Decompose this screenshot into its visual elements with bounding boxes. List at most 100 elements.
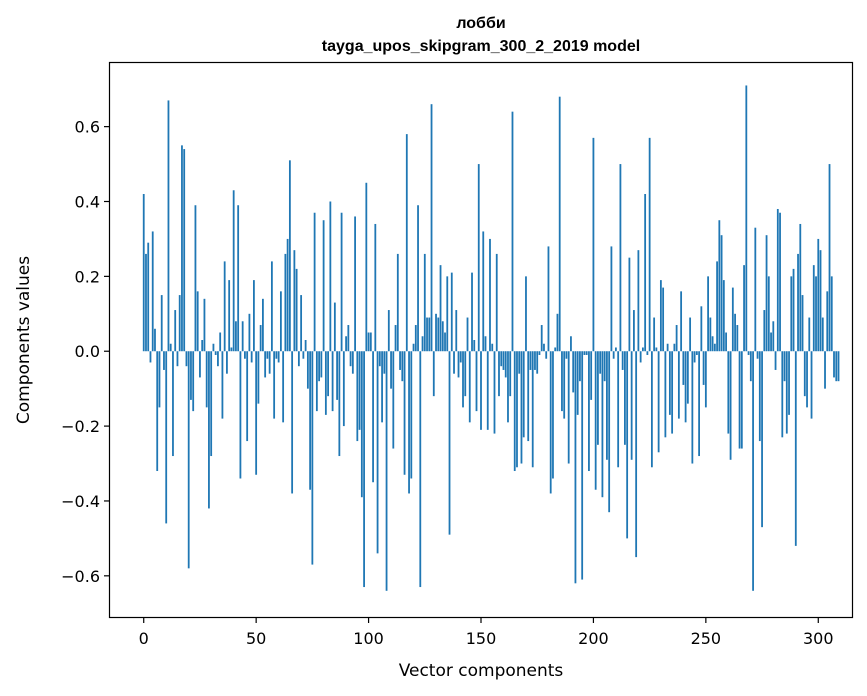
y-tick-label: 0.6 — [75, 118, 100, 137]
bar — [266, 351, 269, 359]
bar — [648, 137, 651, 352]
bar — [511, 111, 514, 352]
bar — [545, 351, 548, 359]
bar — [720, 235, 723, 352]
bar — [439, 265, 442, 352]
bar — [453, 351, 455, 374]
bar — [293, 250, 296, 352]
bar — [412, 343, 415, 352]
bar — [641, 347, 644, 352]
bar — [711, 336, 714, 352]
bar — [702, 351, 705, 385]
bar — [794, 351, 797, 546]
bar — [624, 351, 626, 445]
bar — [347, 325, 350, 352]
bar — [691, 351, 694, 464]
bar — [322, 220, 325, 352]
x-tick-label: 0 — [139, 629, 149, 648]
bar — [668, 351, 671, 415]
bar — [284, 253, 287, 352]
bar — [655, 347, 658, 352]
bar — [565, 351, 568, 359]
bar — [421, 336, 424, 352]
bar — [801, 295, 804, 352]
bar — [262, 298, 264, 352]
bar — [408, 351, 410, 494]
bar — [228, 280, 231, 352]
bar — [734, 313, 736, 352]
x-tick-label: 200 — [578, 629, 609, 648]
bar — [338, 351, 341, 457]
bar — [372, 351, 374, 483]
bar — [405, 134, 408, 352]
bar — [473, 340, 476, 352]
bar — [151, 231, 154, 352]
bar — [435, 313, 437, 352]
bar — [516, 351, 518, 468]
bar — [156, 351, 159, 472]
bar — [329, 201, 332, 352]
bar — [448, 351, 451, 535]
bar — [264, 351, 267, 378]
bar — [178, 295, 181, 352]
bar — [534, 351, 536, 370]
bar — [423, 253, 426, 352]
bar — [430, 104, 433, 352]
bar — [300, 295, 303, 352]
bar — [291, 351, 294, 494]
bar — [466, 317, 469, 352]
bar — [169, 343, 172, 352]
y-tick-label: −0.2 — [61, 417, 100, 436]
bar — [709, 317, 712, 352]
bar — [830, 276, 833, 352]
bar — [302, 351, 305, 359]
bar — [700, 306, 703, 352]
bar — [684, 351, 687, 423]
bar — [217, 351, 219, 367]
bar — [374, 223, 377, 352]
bar — [650, 351, 653, 468]
bar — [176, 351, 179, 367]
bar — [824, 351, 826, 389]
bar — [527, 351, 530, 442]
bar — [718, 220, 721, 352]
bar — [765, 235, 768, 352]
bar — [493, 351, 496, 434]
bar — [446, 276, 449, 352]
bar — [327, 351, 329, 397]
bar — [390, 351, 392, 389]
y-tick-label: −0.4 — [61, 492, 100, 511]
bar — [774, 351, 777, 370]
bar — [185, 351, 188, 367]
bar — [196, 291, 199, 352]
bar — [826, 291, 829, 352]
x-tick-label: 100 — [353, 629, 384, 648]
bar — [457, 351, 460, 378]
bar — [194, 205, 197, 352]
bar — [498, 351, 500, 397]
bar — [659, 280, 662, 352]
bar — [363, 351, 365, 588]
bar — [704, 351, 707, 408]
bar — [477, 164, 480, 352]
bar — [783, 351, 786, 382]
bar — [354, 216, 356, 352]
bar — [237, 205, 240, 352]
bar — [736, 325, 739, 352]
bar — [417, 205, 419, 352]
bar — [158, 351, 161, 408]
bar — [574, 351, 577, 584]
bar — [633, 310, 635, 352]
bar — [828, 164, 831, 352]
bar — [693, 351, 696, 363]
chart-subtitle: tayga_upos_skipgram_300_2_2019 model — [322, 38, 640, 55]
bar — [203, 298, 206, 352]
bar — [187, 351, 190, 569]
bar — [806, 351, 808, 408]
bar — [419, 351, 422, 588]
bar — [394, 325, 397, 352]
bar — [257, 351, 260, 404]
bar — [819, 250, 822, 352]
bar — [585, 351, 588, 355]
bar — [475, 351, 478, 412]
